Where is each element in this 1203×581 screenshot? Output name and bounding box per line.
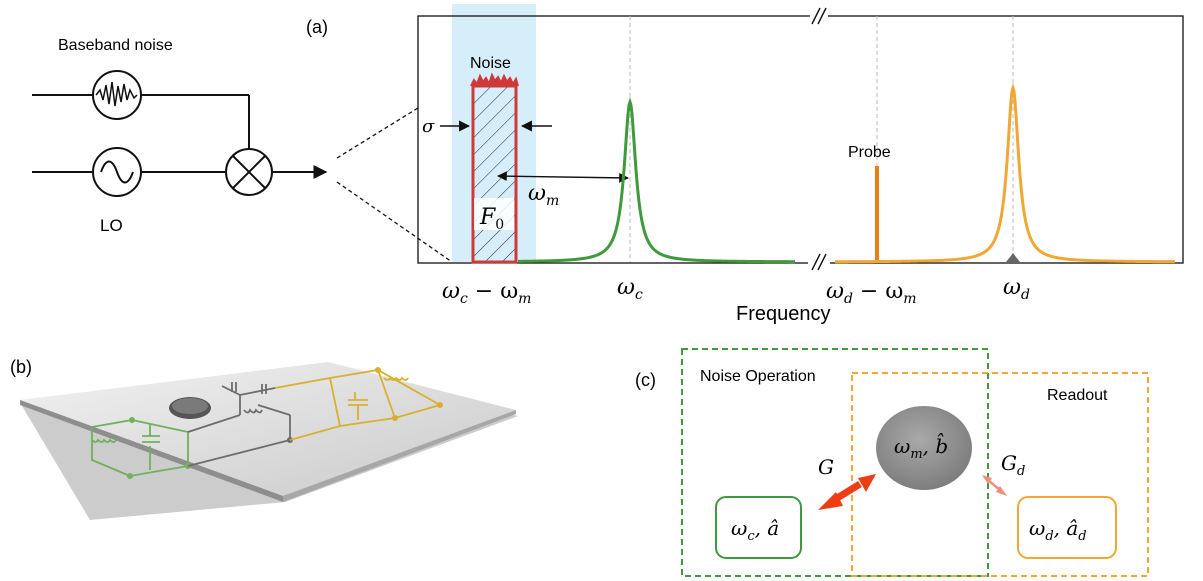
Gd-label: Gd xyxy=(1001,451,1025,479)
coupling-G-arrow xyxy=(818,474,876,510)
cavity-label: ωc, â xyxy=(731,516,779,544)
left-resonator xyxy=(91,419,189,477)
spectrum-plot: Noise σ ωm F0 Probe xyxy=(417,4,1184,271)
panel-c-label: (c) xyxy=(635,370,656,390)
baseband-noise-label: Baseband noise xyxy=(58,37,173,54)
mixer-circuit: Baseband noise LO xyxy=(32,37,328,235)
panel-a-label: (a) xyxy=(306,17,328,37)
noise-operation-box xyxy=(681,348,989,577)
panel-b-label: (b) xyxy=(10,357,32,377)
mechanical-mode-node xyxy=(876,406,972,490)
omega-m-label: ωm xyxy=(528,181,559,209)
lo-label: LO xyxy=(100,216,123,235)
G-label: G xyxy=(818,455,834,479)
tick-wd: ωd xyxy=(1003,275,1030,303)
detector-peak xyxy=(835,82,1176,264)
sigma-label: σ xyxy=(422,116,435,137)
x-axis-title: Frequency xyxy=(736,303,831,325)
middle-circuit xyxy=(187,382,291,467)
tick-wc: ωc xyxy=(617,275,643,303)
chip-illustration xyxy=(20,362,518,520)
plot-frame xyxy=(417,15,1184,264)
readout-label: Readout xyxy=(1047,387,1108,404)
zoom-line-bottom xyxy=(336,181,453,263)
noise-label: Noise xyxy=(470,55,511,72)
cavity-node xyxy=(715,496,802,559)
tick-wd-minus-wm: ωd − ωm xyxy=(826,279,917,307)
cavity-peak xyxy=(517,96,795,264)
zoom-line-top xyxy=(336,107,419,159)
detector-node xyxy=(1017,496,1117,559)
noise-box xyxy=(471,84,518,264)
chip-board xyxy=(20,362,516,496)
noise-operation-label: Noise Operation xyxy=(700,368,816,385)
detector-label: ωd, âd xyxy=(1029,516,1087,544)
probe-label: Probe xyxy=(848,144,891,161)
f0-label: F0 xyxy=(479,205,504,233)
tick-wc-minus-wm: ωc − ωm xyxy=(442,279,531,307)
coupling-Gd-arrow xyxy=(982,475,1007,496)
small-peak xyxy=(1006,253,1020,262)
mech-label: ωm, b̂ xyxy=(894,432,948,462)
